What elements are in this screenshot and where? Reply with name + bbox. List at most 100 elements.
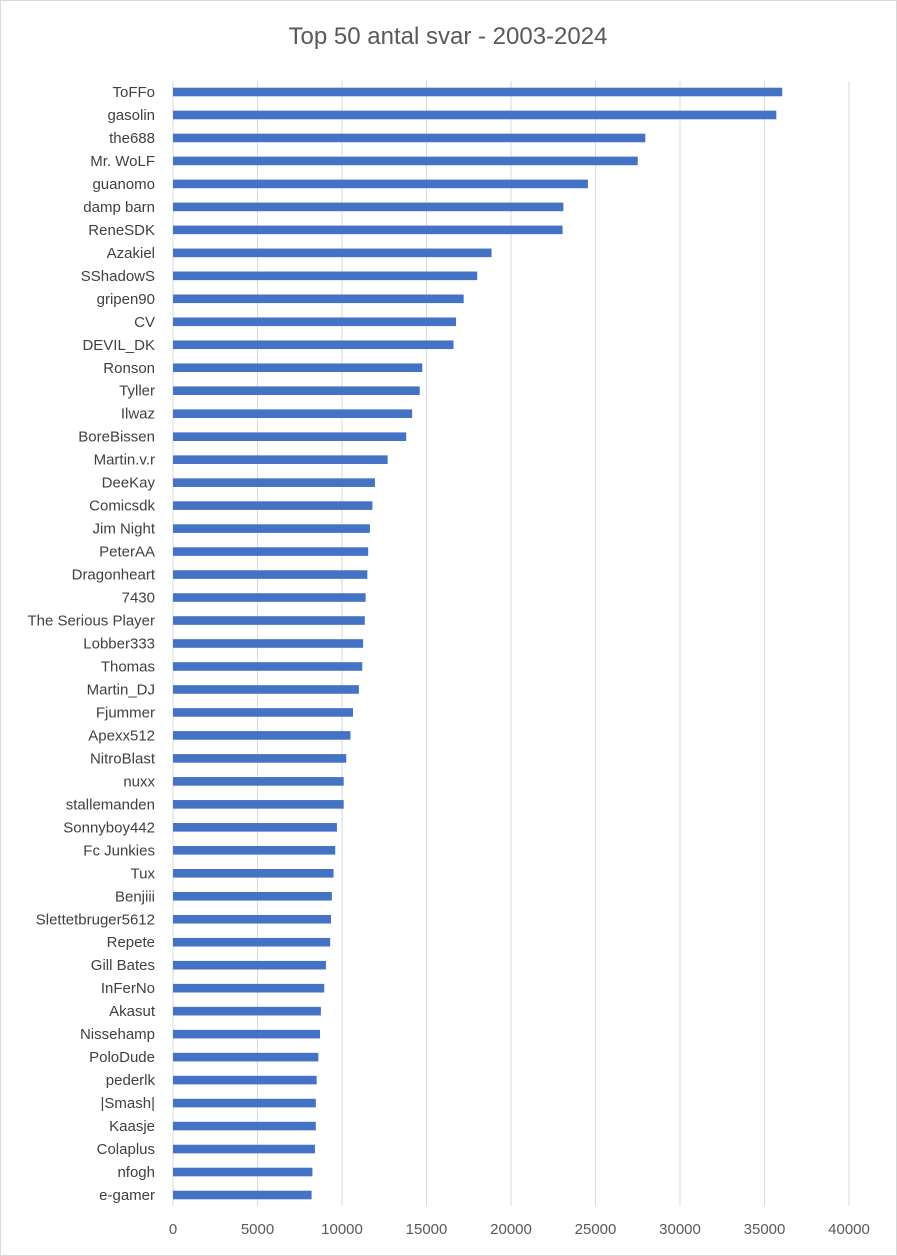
x-tick-label: 5000: [241, 1221, 274, 1238]
category-label: Tyller: [119, 383, 155, 400]
x-tick-label: 35000: [744, 1221, 786, 1238]
bar: [173, 823, 337, 832]
category-label: BoreBissen: [78, 429, 155, 446]
category-label: damp barn: [83, 199, 155, 216]
category-label: Tux: [131, 865, 156, 882]
category-label: Comicsdk: [89, 498, 155, 515]
bar: [173, 271, 478, 281]
category-label: PoloDude: [89, 1049, 155, 1066]
bar: [173, 570, 368, 579]
category-label: Benjiii: [115, 888, 155, 905]
category-label: Azakiel: [107, 245, 155, 262]
category-label: nfogh: [117, 1164, 155, 1181]
bar: [173, 1121, 316, 1131]
bar: [173, 501, 373, 510]
category-label: SShadowS: [81, 268, 155, 285]
category-label: the688: [109, 130, 155, 147]
x-tick-label: 25000: [575, 1221, 617, 1238]
x-tick-labels: 0 5000 10000 15000 20000 25000 30000 35000 40000: [169, 1221, 870, 1238]
category-label: Ronson: [103, 360, 155, 377]
category-label: Akasut: [109, 1003, 156, 1020]
bar: [173, 593, 366, 602]
bar: [173, 294, 464, 304]
bar: [173, 754, 347, 763]
category-label: Colaplus: [97, 1141, 155, 1158]
category-label: gasolin: [107, 107, 155, 124]
bar: [173, 662, 363, 671]
bar: [173, 891, 332, 901]
category-label: pederlk: [106, 1072, 156, 1089]
category-label: ToFFo: [112, 84, 155, 101]
x-tick-label: 15000: [406, 1221, 448, 1238]
bar: [173, 731, 351, 740]
category-label: e-gamer: [99, 1187, 155, 1204]
bar: [173, 639, 364, 648]
bar: [173, 616, 365, 625]
category-label: DEVIL_DK: [82, 337, 155, 354]
bar: [173, 432, 407, 441]
category-label: Kaasje: [109, 1118, 155, 1135]
bar: [173, 777, 344, 786]
bar: [173, 524, 370, 533]
bar: [173, 179, 588, 189]
category-label: Sonnyboy442: [63, 819, 155, 836]
bar: [173, 340, 454, 350]
bar: [173, 547, 369, 556]
category-label: guanomo: [92, 176, 155, 193]
bar: [173, 133, 646, 143]
bar: [173, 685, 359, 694]
bar: [173, 110, 777, 120]
bar: [173, 1052, 319, 1062]
bar: [173, 225, 563, 235]
x-tick-label: 40000: [828, 1221, 870, 1238]
bars: [173, 87, 783, 1200]
category-label: Thomas: [101, 658, 155, 675]
category-label: nuxx: [123, 773, 155, 790]
category-label: Apexx512: [88, 727, 155, 744]
category-label: Lobber333: [83, 636, 155, 653]
bar: [173, 914, 332, 924]
category-label: Jim Night: [92, 521, 155, 538]
bar: [173, 87, 783, 97]
bar: [173, 960, 326, 970]
category-label: Dragonheart: [72, 567, 156, 584]
gridlines: [172, 81, 850, 1206]
category-label: |Smash|: [101, 1095, 155, 1112]
bar: [173, 846, 336, 855]
category-label: 7430: [122, 590, 155, 607]
bar: [173, 708, 353, 717]
bar: [173, 800, 344, 809]
category-label: ReneSDK: [88, 222, 155, 239]
bar: [173, 868, 334, 878]
x-tick-label: 30000: [659, 1221, 701, 1238]
category-label: Martin.v.r: [94, 452, 155, 469]
category-label: Fjummer: [96, 704, 155, 721]
bar: [173, 937, 331, 947]
bar: [173, 317, 457, 327]
bar: [173, 363, 423, 373]
category-labels: ToFFo gasolin the688 Mr. WoLF guanomo damp ba…: [27, 84, 155, 1204]
bar: [173, 455, 388, 464]
bar: [173, 1098, 316, 1108]
bar: [173, 248, 492, 258]
bar: [173, 409, 413, 419]
bar: [173, 1167, 313, 1177]
bar: [173, 1029, 321, 1039]
bar: [173, 478, 375, 487]
bar: [173, 156, 638, 166]
x-tick-label: 0: [169, 1221, 177, 1238]
category-label: Ilwaz: [121, 406, 155, 423]
category-label: PeterAA: [99, 544, 155, 561]
category-label: Slettetbruger5612: [36, 911, 155, 928]
category-label: The Serious Player: [27, 613, 155, 630]
category-label: CV: [134, 314, 155, 331]
bar: [173, 983, 325, 993]
category-label: DeeKay: [102, 475, 156, 492]
category-label: InFerNo: [101, 980, 155, 997]
category-label: stallemanden: [66, 796, 155, 813]
category-label: Mr. WoLF: [90, 153, 155, 170]
bar: [173, 1190, 312, 1200]
category-label: Repete: [107, 934, 155, 951]
category-label: Martin_DJ: [87, 681, 155, 698]
